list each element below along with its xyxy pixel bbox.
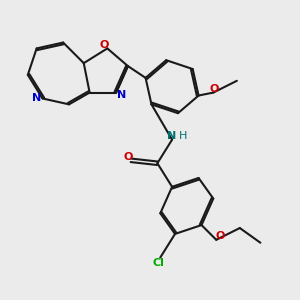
Text: Cl: Cl	[153, 258, 165, 268]
Text: O: O	[99, 40, 109, 50]
Text: O: O	[216, 231, 225, 241]
Text: O: O	[123, 152, 133, 162]
Text: N: N	[117, 90, 126, 100]
Text: O: O	[209, 84, 219, 94]
Text: H: H	[179, 131, 188, 141]
Text: N: N	[32, 94, 41, 103]
Text: N: N	[167, 131, 177, 141]
